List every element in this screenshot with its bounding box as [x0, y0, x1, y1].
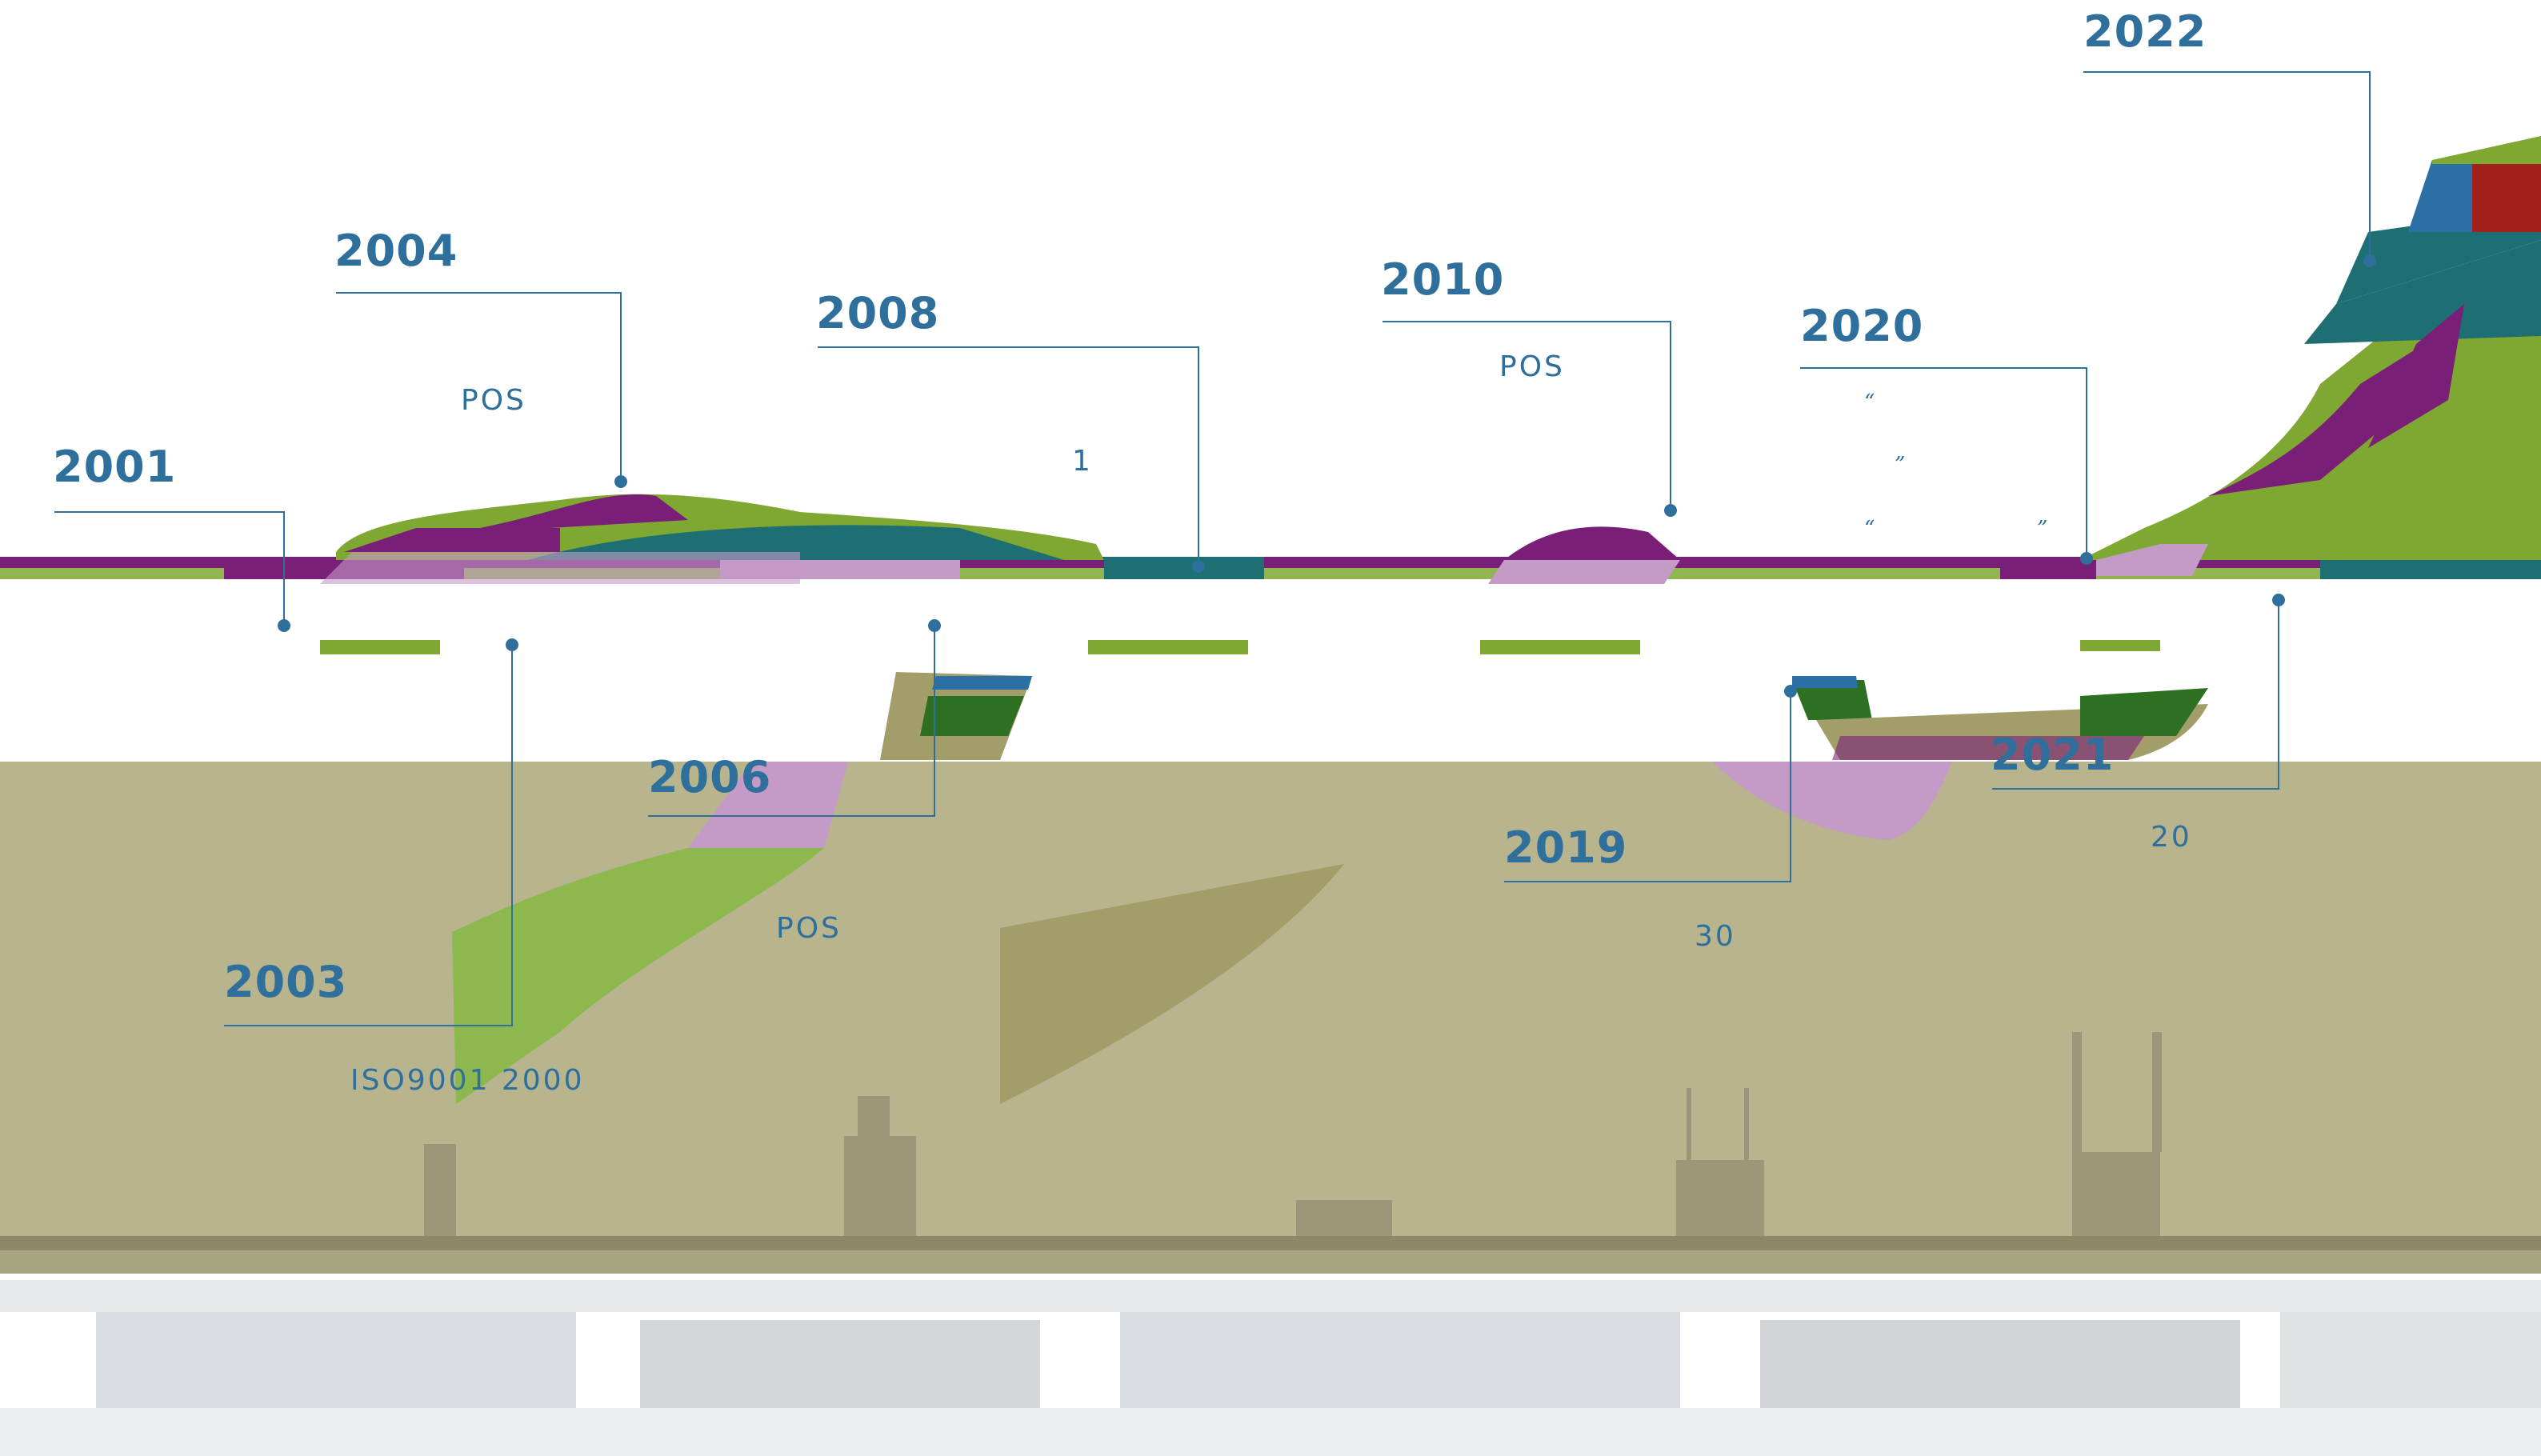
wave-left: [320, 494, 1248, 654]
note-2008: 1: [1072, 445, 1093, 478]
year-label-2008: 2008: [816, 288, 940, 338]
year-label-2003: 2003: [224, 957, 348, 1007]
wave-dip-right: [1712, 640, 2208, 840]
wave-dip-left: [452, 672, 1032, 1104]
year-label-2010: 2010: [1381, 254, 1505, 305]
white-band: [304, 588, 2541, 636]
year-label-2006: 2006: [648, 752, 772, 802]
olive-slope: [1000, 864, 1344, 1104]
leader-lines: [54, 71, 2371, 1026]
note-2003: ISO9001 2000: [350, 1064, 585, 1097]
quote-close-2: ”: [2037, 517, 2048, 541]
note-2021: 20: [2151, 821, 2192, 854]
note-2006: POS: [776, 912, 842, 945]
year-label-2004: 2004: [334, 226, 458, 276]
skyline: [0, 1032, 2541, 1274]
note-2004: POS: [461, 384, 526, 417]
city-strip: [0, 1274, 2541, 1456]
quote-close-1: ”: [1895, 453, 1906, 477]
wave-middle: [1480, 526, 1680, 654]
timeline-dots: [278, 254, 2376, 698]
note-2010: POS: [1499, 350, 1565, 383]
wave-rise: [2080, 136, 2541, 576]
note-2019: 30: [1695, 920, 1736, 953]
quote-open-1: “: [1864, 390, 1875, 414]
year-label-2001: 2001: [53, 442, 177, 492]
year-label-2019: 2019: [1504, 822, 1628, 873]
year-label-2022: 2022: [2083, 6, 2207, 57]
year-label-2020: 2020: [1800, 301, 1924, 351]
quote-open-2: “: [1864, 517, 1875, 541]
year-label-2021: 2021: [1991, 730, 2115, 780]
